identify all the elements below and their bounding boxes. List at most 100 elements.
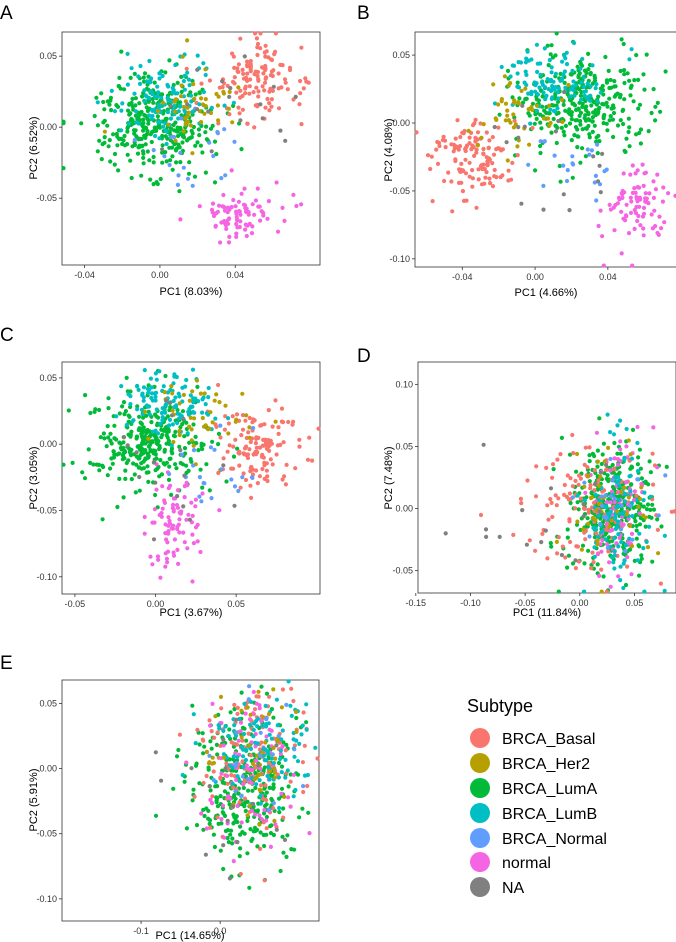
point-normal: [226, 217, 231, 222]
point-brca-luma: [95, 149, 100, 154]
point-brca-lumb: [274, 697, 279, 702]
point-normal: [142, 531, 147, 536]
point-brca-luma: [139, 445, 144, 451]
point-brca-her2: [636, 504, 641, 509]
point-brca-lumb: [582, 89, 587, 94]
point-brca-her2: [192, 96, 197, 101]
point-brca-her2: [190, 389, 195, 394]
point-normal: [288, 804, 293, 809]
point-normal: [626, 516, 631, 522]
point-brca-luma: [538, 143, 543, 149]
point-brca-basal: [544, 465, 549, 470]
point-na: [591, 154, 596, 159]
point-brca-basal: [248, 469, 253, 474]
point-brca-lumb: [146, 404, 152, 409]
point-brca-basal: [247, 91, 252, 96]
point-brca-lumb: [580, 56, 585, 62]
point-brca-luma: [244, 738, 249, 743]
point-brca-luma: [128, 111, 133, 116]
point-brca-luma: [144, 470, 149, 475]
point-brca-basal: [467, 135, 472, 140]
y-tick-label: 0.05: [395, 441, 413, 451]
point-brca-normal: [612, 496, 617, 501]
point-brca-luma: [79, 121, 84, 126]
point-brca-her2: [200, 415, 205, 421]
point-brca-her2: [586, 473, 591, 479]
point-brca-luma: [634, 528, 639, 533]
point-na: [160, 147, 165, 152]
point-brca-her2: [263, 740, 268, 745]
point-normal: [247, 717, 253, 722]
point-brca-luma: [563, 108, 568, 113]
point-normal: [274, 180, 279, 185]
x-tick-label: -0.04: [74, 270, 95, 280]
point-brca-basal: [441, 134, 446, 139]
point-brca-luma: [601, 441, 607, 446]
point-brca-luma: [146, 383, 151, 388]
point-na: [227, 876, 232, 881]
point-brca-basal: [545, 556, 550, 561]
point-brca-luma: [655, 100, 660, 105]
point-brca-basal: [264, 468, 269, 473]
point-brca-basal: [481, 152, 486, 157]
point-brca-lumb: [222, 103, 227, 108]
point-brca-normal: [301, 784, 306, 789]
point-brca-luma: [639, 476, 645, 481]
point-normal: [265, 216, 270, 221]
point-brca-her2: [527, 142, 532, 147]
point-brca-luma: [258, 830, 263, 835]
point-brca-luma: [178, 460, 183, 466]
point-brca-normal: [526, 162, 531, 167]
point-brca-luma: [545, 43, 550, 48]
point-brca-basal: [550, 462, 556, 467]
point-brca-lumb: [186, 77, 191, 82]
point-brca-basal: [241, 71, 246, 76]
y-tick-label: 0.00: [395, 504, 413, 514]
point-brca-luma: [147, 158, 152, 163]
point-normal: [190, 532, 195, 537]
point-brca-lumb: [265, 773, 270, 779]
legend-item-brca-basal: BRCA_Basal: [470, 728, 595, 748]
point-brca-basal: [567, 519, 572, 524]
panel-c: C -0.05 0.00 0.05 0.050.00-0.05-0.10 PC1 (…: [0, 325, 321, 619]
plot-frame-e: [61, 679, 320, 922]
point-brca-basal: [453, 136, 458, 141]
point-brca-basal: [222, 427, 227, 432]
point-brca-basal: [262, 50, 267, 55]
point-normal: [620, 195, 625, 200]
point-brca-basal: [570, 484, 576, 489]
point-brca-basal: [258, 846, 263, 852]
point-brca-lumb: [279, 770, 284, 775]
point-na: [573, 558, 578, 563]
point-brca-basal: [467, 160, 472, 165]
point-brca-basal: [461, 131, 466, 136]
point-brca-luma: [264, 691, 270, 696]
point-brca-her2: [272, 766, 277, 771]
point-brca-luma: [120, 404, 125, 409]
legend-label-brca-luma: BRCA_LumA: [502, 781, 597, 798]
point-na: [238, 118, 243, 123]
point-brca-lumb: [635, 558, 640, 563]
point-brca-basal: [268, 438, 273, 443]
point-brca-basal: [301, 710, 306, 715]
point-brca-luma: [533, 112, 538, 117]
point-brca-luma: [145, 464, 150, 469]
point-brca-normal: [570, 161, 575, 166]
point-brca-luma: [106, 144, 111, 149]
point-normal: [630, 263, 635, 268]
point-brca-lumb: [551, 79, 556, 84]
point-brca-basal: [243, 91, 248, 96]
point-brca-her2: [273, 756, 278, 761]
point-brca-basal: [247, 415, 252, 421]
point-brca-luma: [586, 67, 591, 72]
point-brca-basal: [286, 419, 291, 425]
point-brca-basal: [492, 174, 497, 179]
x-tick-label: 0.05: [626, 598, 644, 608]
point-normal: [644, 196, 649, 201]
point-brca-basal: [573, 566, 579, 571]
point-brca-basal: [491, 152, 497, 157]
point-brca-luma: [110, 461, 115, 466]
point-brca-basal: [276, 425, 281, 430]
point-brca-basal: [237, 800, 242, 805]
point-brca-luma: [154, 456, 159, 461]
